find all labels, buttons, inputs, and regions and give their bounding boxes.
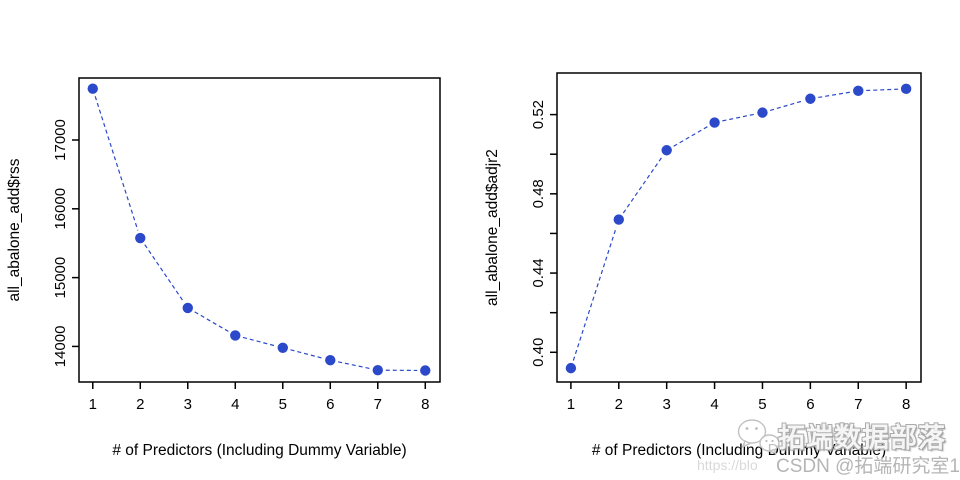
series-line-segment [144,244,184,302]
rss-plot: 1 2 3 4 5 6 7 8 14000 15000 16000 17000 # of Predict… [6,77,441,459]
series-line-segment [194,311,229,332]
x-tick-label: 1 [89,396,97,413]
data-point [135,232,146,244]
data-point [325,354,336,366]
y-axis-label: all_abalone_add$adjr2 [484,149,501,306]
data-point [661,145,672,156]
adjr2-plot: 1 2 3 4 5 6 7 8 0.40 0.44 0.48 0.52 # of Predictors … [484,72,922,459]
series-line-segment [866,88,899,92]
y-tick-label: 0.52 [530,100,547,129]
series-line-segment [337,361,371,370]
data-point [87,83,98,94]
x-tick-label: 2 [136,396,144,413]
data-point [277,342,288,354]
series-line-segment [622,156,663,214]
x-tick-label: 6 [806,396,814,413]
y-tick-label: 16000 [52,188,69,230]
series-line-segment [242,336,276,347]
y-tick-label: 17000 [52,119,69,161]
x-tick-label: 5 [279,396,287,413]
series-line-segment [818,91,851,99]
data-point [757,107,768,118]
x-tick-label: 8 [421,396,429,413]
y-tick-label: 0.44 [530,258,547,287]
x-tick-label: 4 [710,396,718,413]
x-axis-label: # of Predictors (Including Dummy Variabl… [112,442,406,459]
y-tick-label: 0.48 [530,179,547,208]
series-line-segment [722,113,755,122]
series-line-segment [290,349,323,359]
plot-border [556,72,922,383]
x-tick-label: 3 [184,396,192,413]
series-line-segment [673,126,708,147]
x-tick-label: 1 [567,396,575,413]
data-point [709,117,720,128]
data-point [853,85,864,97]
y-tick-label: 0.40 [530,338,547,367]
data-point [900,83,912,95]
data-point [613,214,624,225]
y-tick-label: 14000 [52,326,69,368]
data-point [565,362,577,374]
y-axis-label: all_abalone_add$rss [6,158,23,301]
x-tick-label: 2 [615,396,623,413]
series-line-segment [769,100,803,111]
data-point [372,364,383,376]
data-point [420,365,431,376]
data-point [230,330,241,341]
x-tick-label: 8 [902,396,910,413]
x-tick-label: 3 [663,396,671,413]
plot-border [78,77,441,383]
data-point [182,302,193,314]
x-tick-label: 6 [326,396,334,413]
x-tick-label: 5 [758,396,766,413]
series-line-segment [572,227,617,361]
x-tick-label: 4 [231,396,239,413]
y-tick-label: 15000 [52,257,69,299]
series-line-segment [94,96,139,231]
data-point [805,93,816,104]
x-tick-label: 7 [854,396,862,413]
x-tick-label: 7 [374,396,382,413]
x-axis-label: # of Predictors (Including Dummy Variabl… [592,442,886,459]
